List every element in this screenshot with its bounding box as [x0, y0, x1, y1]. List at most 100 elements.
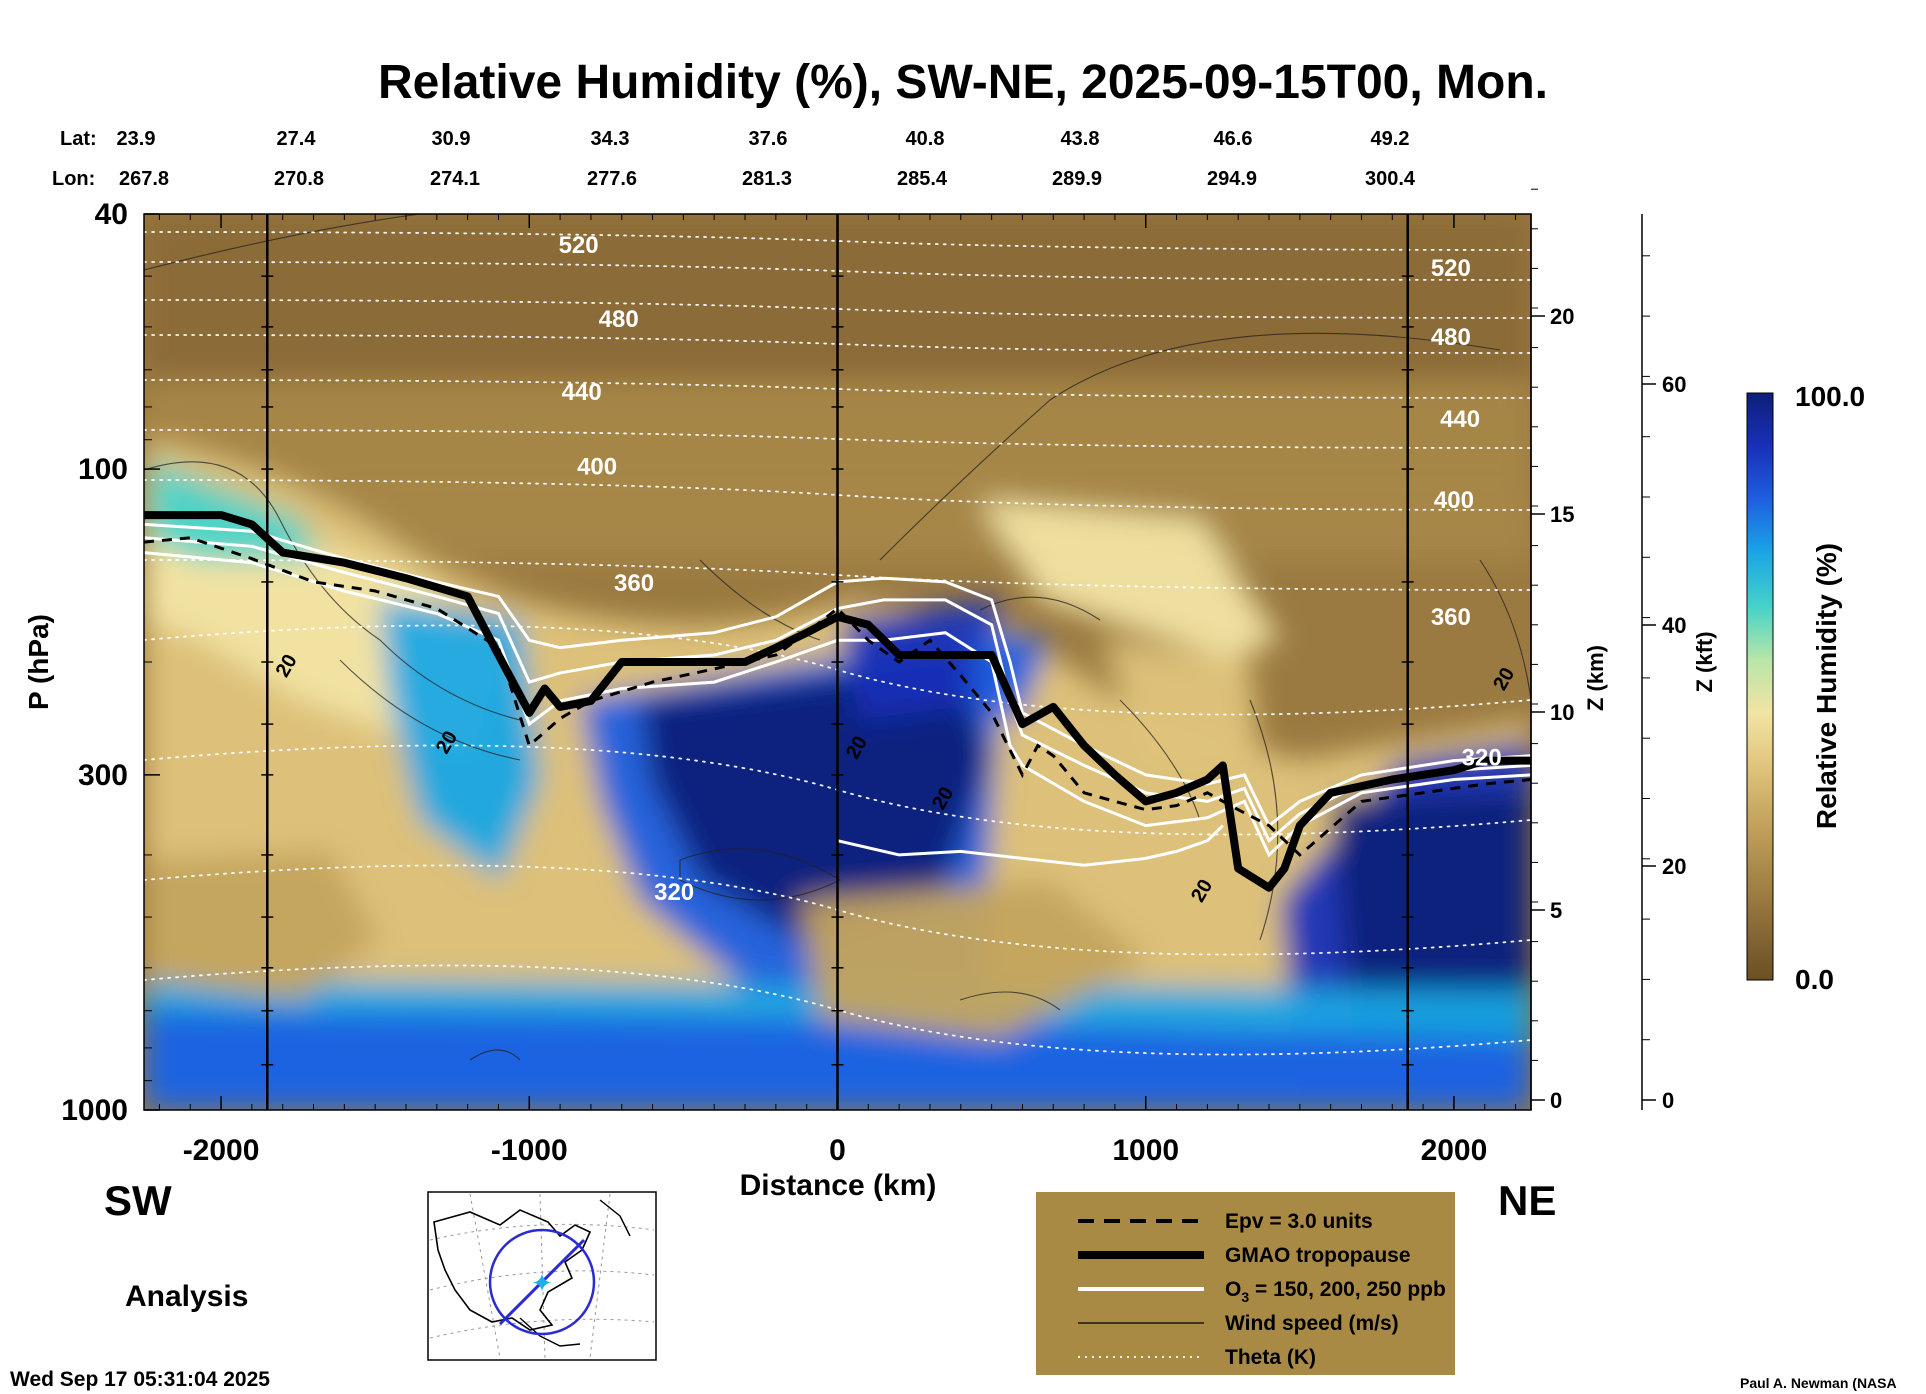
tropopause-contour — [144, 511, 1531, 892]
z-km-tick-label: 10 — [1550, 700, 1574, 725]
theta-label: 480 — [599, 306, 639, 333]
lon-value: 294.9 — [1207, 168, 1257, 190]
lat-value: 30.9 — [432, 128, 471, 150]
z-km-label: Z (km) — [1583, 645, 1608, 711]
colorbar-label: Relative Humidity (%) — [1811, 543, 1842, 829]
humidity-region — [1100, 640, 1260, 760]
wind-contour — [339, 659, 521, 761]
lon-value: 267.8 — [119, 168, 169, 190]
theta-label: 520 — [1431, 255, 1471, 282]
colorbar — [1746, 392, 1774, 981]
humidity-field — [144, 214, 1531, 1110]
inset-center-icon: ✦ — [531, 1268, 553, 1298]
lon-value: 289.9 — [1052, 168, 1102, 190]
colorbar-min-label: 0.0 — [1795, 964, 1834, 995]
epv-contour — [144, 536, 1531, 857]
y-tick-label: 300 — [78, 759, 128, 792]
z-kft-label: Z (kft) — [1692, 631, 1717, 692]
lon-value: 281.3 — [742, 168, 792, 190]
z-kft-axis: 0 20 40 60 — [1641, 214, 1686, 1113]
legend-label-wind: Wind speed (m/s) — [1225, 1312, 1399, 1335]
theta-label: 320 — [654, 879, 694, 906]
x-tick-label: -2000 — [183, 1134, 260, 1167]
lon-value: 300.4 — [1365, 168, 1416, 190]
lon-value: 274.1 — [430, 168, 480, 190]
lat-lon-row: 23.9 27.4 30.9 34.3 37.6 40.8 43.8 46.6 49.2 267.… — [117, 128, 1416, 190]
ne-label: NE — [1498, 1177, 1556, 1224]
epv-line — [144, 536, 1531, 857]
y-axis-label: P (hPa) — [23, 614, 54, 710]
theta-label: 360 — [614, 570, 654, 597]
z-km-axis: 0 5 10 15 20 — [1530, 188, 1574, 1113]
wind-contour — [1479, 559, 1531, 701]
z-kft-tick-label: 60 — [1662, 372, 1686, 397]
lon-value: 277.6 — [587, 168, 637, 190]
lon-label: Lon: — [52, 168, 95, 190]
z-km-tick-label: 15 — [1550, 502, 1574, 527]
wind-contour — [144, 214, 421, 271]
wind-contour — [879, 332, 1501, 561]
wind-contour — [469, 1049, 521, 1061]
theta-label: 520 — [559, 232, 599, 259]
lat-value: 34.3 — [591, 128, 630, 150]
theta-label: 320 — [1462, 744, 1502, 771]
x-tick-label: -1000 — [491, 1134, 568, 1167]
inset-coastline — [433, 1209, 592, 1331]
x-tick-label: 1000 — [1112, 1134, 1179, 1167]
lat-value: 37.6 — [749, 128, 788, 150]
chart-title: Relative Humidity (%), SW-NE, 2025-09-15… — [378, 56, 1548, 109]
theta-labels: 520 480 440 400 360 320 520 480 440 400 360 320 — [559, 232, 1502, 906]
z-km-tick-label: 0 — [1550, 1088, 1562, 1113]
credit: Paul A. Newman (NASA — [1740, 1375, 1897, 1391]
y-tick-label: 100 — [78, 453, 128, 486]
theta-label: 360 — [1431, 604, 1471, 631]
theta-label: 480 — [1431, 324, 1471, 351]
z-kft-tick-label: 40 — [1662, 613, 1686, 638]
lat-value: 40.8 — [906, 128, 945, 150]
y-tick-label: 1000 — [61, 1094, 128, 1127]
inset-radius-circle — [488, 1228, 596, 1336]
lon-value: 285.4 — [897, 168, 948, 190]
humidity-region — [380, 600, 540, 880]
legend-samples — [1078, 1219, 1204, 1358]
lat-value: 27.4 — [277, 128, 317, 150]
theta-label: 400 — [1434, 487, 1474, 514]
lat-value: 43.8 — [1061, 128, 1100, 150]
legend-label-ozone: O3 = 150, 200, 250 ppb — [1225, 1278, 1446, 1305]
inset-map: ✦ — [427, 1191, 657, 1361]
humidity-region — [150, 460, 320, 560]
x-tick-label: 2000 — [1421, 1134, 1488, 1167]
lon-value: 270.8 — [274, 168, 324, 190]
z-km-tick-label: 20 — [1550, 304, 1574, 329]
theta-label: 400 — [577, 454, 617, 481]
humidity-region — [640, 660, 990, 940]
wind-contour — [1119, 699, 1201, 821]
ozone-lines — [144, 522, 1531, 867]
lat-label: Lat: — [60, 128, 97, 150]
wind-contour — [679, 848, 842, 901]
y-tick-label: 40 — [95, 198, 128, 231]
humidity-region — [840, 600, 1000, 720]
lat-value: 49.2 — [1371, 128, 1410, 150]
analysis-label: Analysis — [125, 1280, 248, 1313]
theta-label: 440 — [1440, 406, 1480, 433]
lat-value: 46.6 — [1214, 128, 1253, 150]
x-tick-label: 0 — [829, 1134, 846, 1167]
z-km-tick-label: 5 — [1550, 898, 1562, 923]
colorbar-max-label: 100.0 — [1795, 381, 1865, 412]
z-kft-tick-label: 20 — [1662, 854, 1686, 879]
theta-label: 440 — [562, 379, 602, 406]
x-axis: -2000 -1000 0 1000 2000 — [158, 214, 1517, 1167]
legend: Epv = 3.0 units GMAO tropopause O3 = 150… — [1036, 1192, 1455, 1375]
ozone-contour — [837, 824, 1224, 867]
lat-value: 23.9 — [117, 128, 156, 150]
humidity-region — [144, 850, 380, 1000]
ozone-contour — [144, 536, 1531, 844]
sw-label: SW — [104, 1177, 172, 1224]
ozone-contour — [144, 551, 1531, 858]
section-vertical-lines — [261, 214, 1414, 1110]
z-kft-tick-label: 0 — [1662, 1088, 1674, 1113]
timestamp: Wed Sep 17 05:31:04 2025 — [10, 1368, 270, 1391]
